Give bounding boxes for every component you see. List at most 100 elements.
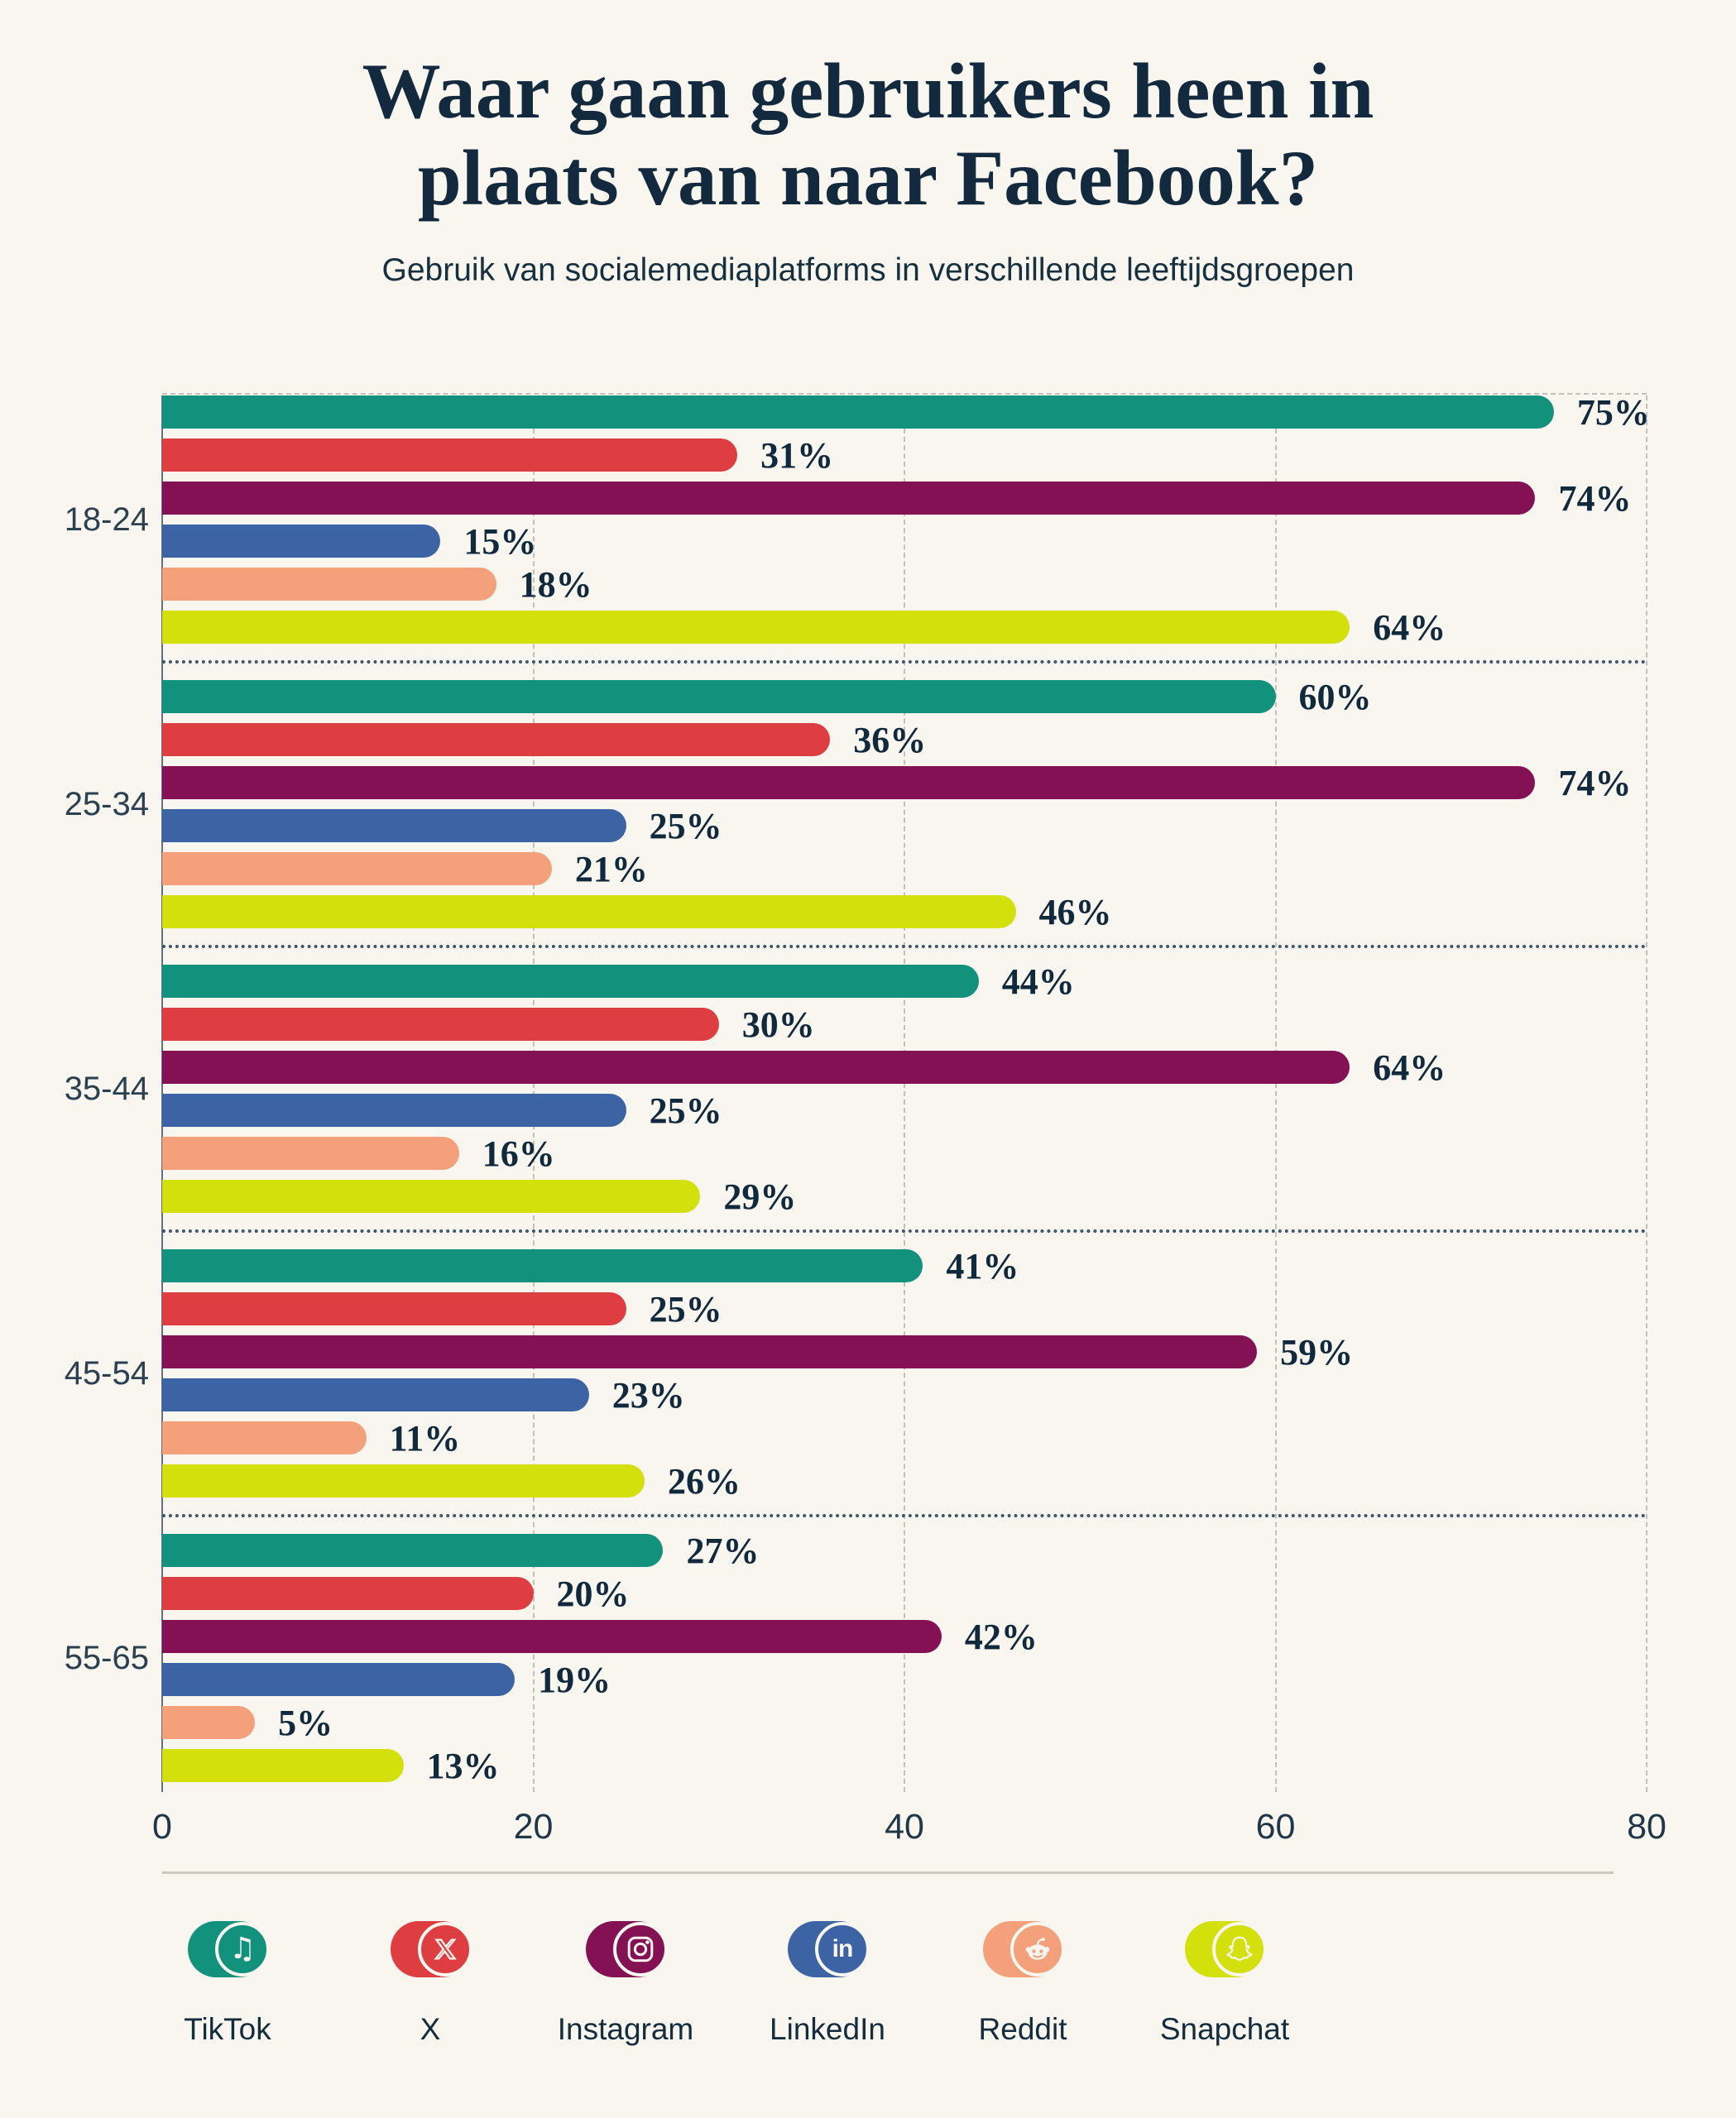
age-group-label: 18-24 <box>64 501 149 538</box>
bar-value-label: 25% <box>649 1090 722 1131</box>
bar-value-label: 19% <box>538 1660 611 1700</box>
bar-value-label: 74% <box>1558 763 1632 803</box>
bar-linkedin-35-44 <box>162 1094 626 1127</box>
gridline-40 <box>904 395 905 1792</box>
x-tick-label-40: 40 <box>885 1807 924 1847</box>
gridline-80 <box>1646 395 1647 1792</box>
bar-value-label: 64% <box>1373 1047 1446 1088</box>
bar-reddit-25-34 <box>162 852 552 885</box>
bar-snapchat-25-34 <box>162 895 1016 928</box>
group-separator <box>162 945 1647 948</box>
bar-snapchat-45-54 <box>162 1464 645 1497</box>
legend-swatch-knob <box>613 1922 668 1977</box>
header: Waar gaan gebruikers heen in plaats van … <box>0 48 1736 289</box>
legend-swatch-knob <box>1212 1922 1267 1977</box>
bar-instagram-25-34 <box>162 766 1536 799</box>
bar-value-label: 18% <box>519 564 592 605</box>
bar-value-label: 11% <box>389 1418 461 1459</box>
legend-item-tiktok: ♫ TikTok <box>137 1921 319 2047</box>
legend-item-snapchat: Snapchat <box>1134 1921 1316 2047</box>
bar-linkedin-25-34 <box>162 809 626 842</box>
bar-value-label: 44% <box>1001 961 1075 1002</box>
x-icon <box>434 1938 457 1960</box>
bar-value-label: 64% <box>1373 607 1446 648</box>
age-group-label: 35-44 <box>64 1071 149 1107</box>
legend-label: Instagram <box>557 2012 694 2046</box>
bar-value-label: 25% <box>649 806 722 846</box>
bar-linkedin-45-54 <box>162 1378 589 1411</box>
bar-reddit-55-65 <box>162 1706 256 1739</box>
page-title-line-2: plaats van naar Facebook? <box>417 133 1319 222</box>
legend-swatch: in <box>788 1921 870 1977</box>
x-tick-label-60: 60 <box>1255 1807 1296 1847</box>
bar-tiktok-25-34 <box>162 680 1276 713</box>
instagram-icon <box>627 1936 654 1962</box>
legend-swatch: ♫ <box>188 1921 270 1977</box>
legend: ♫ TikTok X Instagram in LinkedIn Reddit Snapcha… <box>0 1921 1736 2103</box>
plot-area: 0 20 40 60 80 18-24 75% 31% 74% 15% 18% 64% 25-34 60%… <box>65 392 1666 1847</box>
bar-snapchat-18-24 <box>162 611 1350 644</box>
bar-x-25-34 <box>162 723 831 756</box>
legend-label: Snapchat <box>1159 2012 1290 2046</box>
page-title-line-1: Waar gaan gebruikers heen in <box>362 47 1374 135</box>
legend-label: X <box>420 2012 441 2046</box>
plot-top-border <box>162 393 1647 395</box>
legend-divider <box>162 1871 1614 1874</box>
bar-tiktok-35-44 <box>162 965 979 998</box>
bar-value-label: 23% <box>611 1375 685 1416</box>
bar-instagram-45-54 <box>162 1335 1258 1368</box>
bar-value-label: 5% <box>278 1703 333 1743</box>
bar-snapchat-35-44 <box>162 1180 701 1213</box>
gridline-60 <box>1274 395 1277 1792</box>
bar-value-label: 26% <box>668 1461 741 1502</box>
age-group-label: 25-34 <box>64 786 149 822</box>
bar-instagram-18-24 <box>162 482 1536 515</box>
group-separator <box>162 1514 1647 1517</box>
legend-swatch <box>1185 1921 1267 1977</box>
group-separator <box>162 660 1647 664</box>
bar-value-label: 29% <box>723 1176 797 1217</box>
bar-x-55-65 <box>162 1577 534 1610</box>
x-tick-label-20: 20 <box>513 1807 554 1847</box>
bar-x-18-24 <box>162 438 738 472</box>
snapchat-icon <box>1226 1936 1253 1962</box>
legend-label: LinkedIn <box>770 2012 885 2046</box>
bar-value-label: 42% <box>964 1617 1038 1657</box>
legend-swatch-knob: in <box>815 1922 870 1977</box>
age-group-label: 45-54 <box>64 1355 149 1392</box>
tiktok-icon: ♫ <box>228 1932 257 1966</box>
bar-value-label: 21% <box>574 849 648 889</box>
bar-linkedin-18-24 <box>162 525 441 558</box>
legend-swatch <box>391 1921 472 1977</box>
legend-item-x: X <box>339 1921 521 2047</box>
legend-swatch-knob <box>418 1922 472 1977</box>
x-tick-label-80: 80 <box>1627 1807 1666 1847</box>
bar-instagram-35-44 <box>162 1051 1350 1084</box>
legend-swatch-knob: ♫ <box>215 1922 270 1977</box>
reddit-icon <box>1025 1938 1050 1960</box>
bar-x-45-54 <box>162 1292 626 1325</box>
bar-value-label: 27% <box>686 1531 760 1571</box>
bar-tiktok-18-24 <box>162 395 1554 429</box>
bar-tiktok-45-54 <box>162 1249 923 1282</box>
bar-value-label: 46% <box>1038 892 1112 932</box>
legend-item-linkedin: in LinkedIn <box>736 1921 918 2047</box>
legend-item-reddit: Reddit <box>932 1921 1114 2047</box>
x-tick-label-0: 0 <box>152 1807 172 1847</box>
bar-value-label: 25% <box>649 1289 722 1330</box>
bar-value-label: 30% <box>741 1004 815 1045</box>
legend-swatch <box>586 1921 668 1977</box>
bar-x-35-44 <box>162 1008 719 1041</box>
bar-value-label: 75% <box>1576 392 1650 433</box>
bar-value-label: 15% <box>463 521 537 562</box>
legend-item-instagram: Instagram <box>535 1921 717 2047</box>
bar-value-label: 60% <box>1298 677 1372 717</box>
bar-value-label: 59% <box>1280 1332 1354 1373</box>
bar-reddit-35-44 <box>162 1137 459 1170</box>
bar-linkedin-55-65 <box>162 1663 516 1696</box>
bar-snapchat-55-65 <box>162 1749 404 1782</box>
linkedin-icon: in <box>832 1935 854 1962</box>
legend-label: Reddit <box>978 2012 1067 2046</box>
bar-reddit-18-24 <box>162 568 496 601</box>
bar-value-label: 20% <box>556 1574 630 1614</box>
